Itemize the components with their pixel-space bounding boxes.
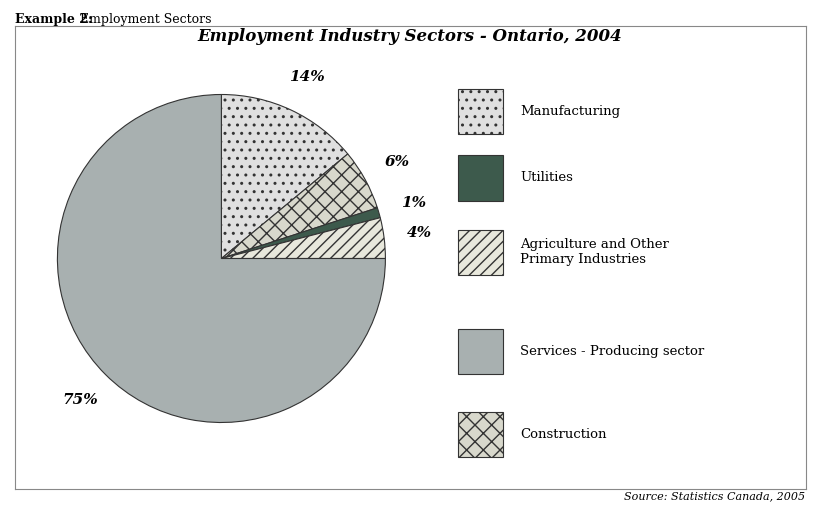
FancyBboxPatch shape (457, 329, 502, 374)
Wedge shape (57, 95, 385, 422)
Text: 75%: 75% (62, 393, 97, 407)
Text: 14%: 14% (288, 70, 324, 84)
Wedge shape (221, 218, 385, 258)
Text: Source: Statistics Canada, 2005: Source: Statistics Canada, 2005 (623, 492, 804, 501)
Text: 6%: 6% (383, 155, 409, 169)
Text: Agriculture and Other
Primary Industries: Agriculture and Other Primary Industries (519, 238, 668, 266)
Text: Example 2:: Example 2: (15, 13, 93, 26)
Text: 1%: 1% (400, 195, 426, 210)
Text: Employment Industry Sectors - Ontario, 2004: Employment Industry Sectors - Ontario, 2… (197, 28, 622, 45)
FancyBboxPatch shape (457, 230, 502, 275)
Wedge shape (221, 95, 347, 258)
Text: Manufacturing: Manufacturing (519, 105, 619, 118)
Text: Utilities: Utilities (519, 171, 572, 185)
Wedge shape (221, 154, 377, 258)
Text: Construction: Construction (519, 428, 605, 441)
Text: Services - Producing sector: Services - Producing sector (519, 345, 704, 358)
FancyBboxPatch shape (457, 412, 502, 457)
Wedge shape (221, 208, 380, 258)
Text: 4%: 4% (407, 226, 432, 240)
FancyBboxPatch shape (457, 89, 502, 134)
Text: Employment Sectors: Employment Sectors (76, 13, 211, 26)
FancyBboxPatch shape (457, 155, 502, 201)
